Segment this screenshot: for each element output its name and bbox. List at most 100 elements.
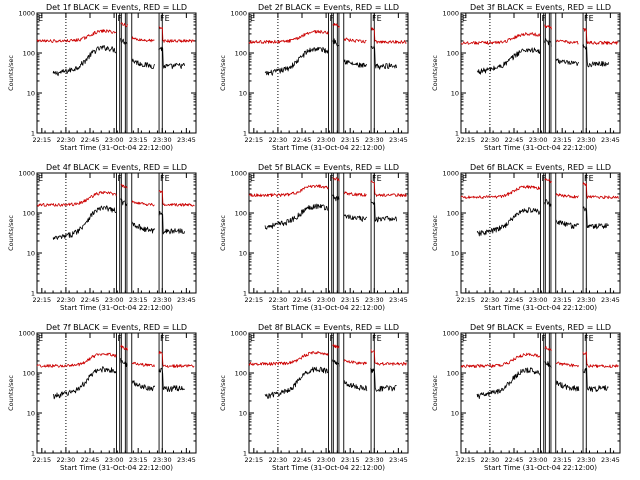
x-axis-label: Start Time (31-Oct-04 22:12:00) — [272, 144, 385, 152]
y-tick-label: 1 — [243, 130, 247, 138]
x-tick-label: 23:30 — [153, 456, 172, 464]
flag-label: E — [462, 14, 467, 23]
x-tick-label: 23:15 — [129, 456, 148, 464]
events-series-line — [476, 361, 609, 399]
y-tick-label: 10 — [239, 410, 247, 418]
x-tick-label: 23:45 — [177, 456, 196, 464]
flag-label: E — [250, 14, 255, 23]
detector-panel: Det 3f BLACK = Events, RED = LLD 1 10 100 10… — [431, 3, 621, 152]
y-axis-label: Counts/sec — [7, 375, 15, 411]
detector-panel: Det 6f BLACK = Events, RED = LLD 1 10 100 10… — [431, 163, 621, 312]
y-tick-label: 100 — [23, 50, 35, 58]
y-tick-label: 100 — [23, 210, 35, 218]
x-tick-label: 23:15 — [553, 136, 572, 144]
detector-panel: Det 9f BLACK = Events, RED = LLD 1 10 100 10… — [431, 323, 621, 472]
panel-title: Det 7f BLACK = Events, RED = LLD — [46, 323, 187, 332]
x-tick-label: 22:30 — [57, 456, 76, 464]
y-tick-label: 1 — [455, 450, 459, 458]
y-tick-label: 10 — [451, 410, 459, 418]
flag-label: FE — [372, 334, 382, 343]
lld-series-line — [36, 184, 195, 207]
panel-title: Det 5f BLACK = Events, RED = LLD — [258, 163, 399, 172]
y-tick-label: 1 — [243, 290, 247, 298]
flag-label: FE — [372, 14, 382, 23]
x-tick-label: 22:30 — [481, 136, 500, 144]
y-axis-label: Counts/sec — [431, 215, 439, 251]
x-tick-label: 23:45 — [389, 456, 408, 464]
lld-series-line — [460, 178, 619, 200]
x-tick-label: 22:30 — [269, 296, 288, 304]
x-tick-label: 23:00 — [317, 136, 336, 144]
x-axis-label: Start Time (31-Oct-04 22:12:00) — [60, 304, 173, 312]
x-tick-label: 22:45 — [505, 456, 524, 464]
panel-title: Det 1f BLACK = Events, RED = LLD — [46, 3, 187, 12]
flag-label: F — [118, 174, 123, 183]
y-tick-label: 10 — [239, 250, 247, 258]
y-tick-label: 10 — [451, 250, 459, 258]
x-tick-label: 23:00 — [529, 456, 548, 464]
detector-panel: Det 4f BLACK = Events, RED = LLD 1 10 100 10… — [7, 163, 197, 312]
x-tick-label: 23:15 — [341, 296, 360, 304]
x-tick-label: 23:00 — [529, 136, 548, 144]
detector-panel: Det 8f BLACK = Events, RED = LLD 1 10 100 10… — [219, 323, 409, 472]
y-tick-label: 1 — [455, 290, 459, 298]
x-tick-label: 23:15 — [341, 136, 360, 144]
x-axis-label: Start Time (31-Oct-04 22:12:00) — [484, 144, 597, 152]
x-tick-label: 22:15 — [244, 136, 263, 144]
x-tick-label: 23:00 — [317, 296, 336, 304]
y-axis-label: Counts/sec — [219, 215, 227, 251]
detector-panel: Det 7f BLACK = Events, RED = LLD 1 10 100 10… — [7, 323, 197, 472]
y-tick-label: 100 — [447, 370, 459, 378]
y-tick-label: 1 — [455, 130, 459, 138]
y-tick-label: 100 — [447, 210, 459, 218]
x-tick-label: 22:45 — [81, 136, 100, 144]
flag-label: F — [542, 14, 547, 23]
x-tick-label: 22:15 — [32, 296, 51, 304]
x-axis-label: Start Time (31-Oct-04 22:12:00) — [60, 144, 173, 152]
y-tick-label: 1 — [243, 450, 247, 458]
x-tick-label: 23:30 — [577, 296, 596, 304]
y-tick-label: 1000 — [230, 10, 247, 18]
flag-label: FE — [584, 174, 594, 183]
x-tick-label: 23:15 — [553, 296, 572, 304]
flag-label: F — [118, 14, 123, 23]
x-tick-label: 22:15 — [456, 456, 475, 464]
y-axis-label: Counts/sec — [7, 215, 15, 251]
events-series-line — [264, 38, 397, 76]
flag-label: E — [462, 174, 467, 183]
flag-label: FE — [584, 334, 594, 343]
flag-label: F — [542, 174, 547, 183]
lld-series-line — [36, 344, 195, 368]
panel-title: Det 6f BLACK = Events, RED = LLD — [470, 163, 611, 172]
detector-panel: Det 1f BLACK = Events, RED = LLD 1 10 100 10… — [7, 3, 197, 152]
events-series-line — [52, 38, 185, 77]
x-tick-label: 23:15 — [553, 456, 572, 464]
x-tick-label: 23:15 — [129, 296, 148, 304]
x-tick-label: 23:15 — [341, 456, 360, 464]
x-tick-label: 23:45 — [601, 296, 620, 304]
x-tick-label: 22:15 — [456, 136, 475, 144]
y-axis-label: Counts/sec — [7, 55, 15, 91]
y-tick-label: 1000 — [442, 10, 459, 18]
y-tick-label: 1000 — [442, 330, 459, 338]
x-tick-label: 23:30 — [577, 456, 596, 464]
y-axis-label: Counts/sec — [219, 375, 227, 411]
y-tick-label: 1000 — [230, 170, 247, 178]
y-tick-label: 1000 — [18, 170, 35, 178]
x-axis-label: Start Time (31-Oct-04 22:12:00) — [272, 464, 385, 472]
x-tick-label: 22:45 — [81, 296, 100, 304]
x-tick-label: 22:45 — [293, 136, 312, 144]
panel-title: Det 8f BLACK = Events, RED = LLD — [258, 323, 399, 332]
flag-label: FE — [160, 334, 170, 343]
x-tick-label: 22:30 — [269, 136, 288, 144]
y-tick-label: 1 — [31, 450, 35, 458]
x-tick-label: 23:45 — [177, 296, 196, 304]
lld-series-line — [460, 345, 619, 368]
x-tick-label: 23:45 — [601, 456, 620, 464]
lld-series-line — [460, 24, 619, 45]
flag-label: F — [118, 334, 123, 343]
y-tick-label: 100 — [235, 50, 247, 58]
x-tick-label: 22:30 — [481, 456, 500, 464]
events-series-line — [476, 199, 609, 237]
panel-title: Det 2f BLACK = Events, RED = LLD — [258, 3, 399, 12]
